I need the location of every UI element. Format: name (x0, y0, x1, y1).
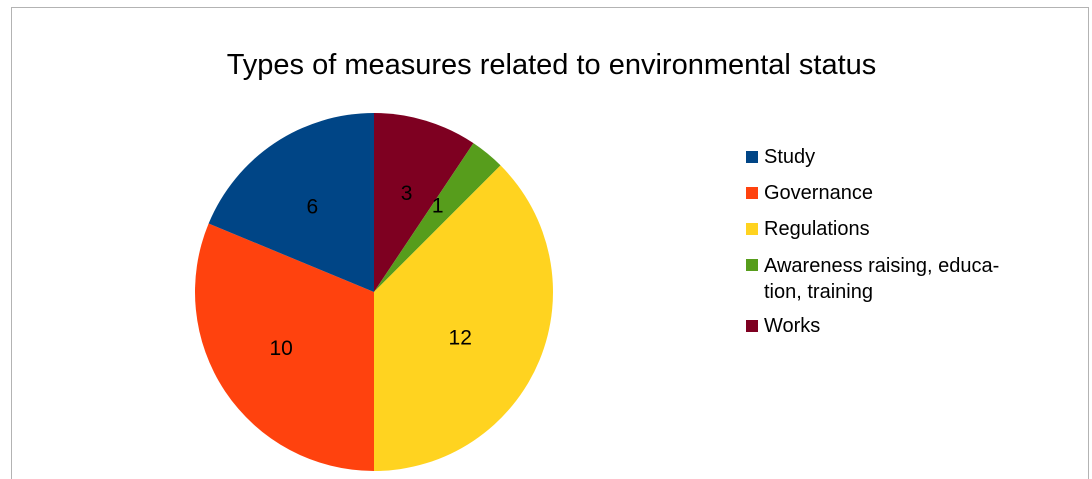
legend-label-governance: Governance (764, 182, 873, 204)
pie-slice-awareness (374, 143, 501, 292)
legend-label-works: Works (764, 315, 821, 337)
legend-swatch-regulations (746, 223, 758, 235)
legend-item-study: Study (746, 142, 1076, 172)
legend-label-awareness: Awareness raising, educa-tion, training (764, 255, 1000, 303)
legend-item-awareness: Awareness raising, educa-tion, training (746, 250, 1076, 305)
slice-value-label: 3 (401, 182, 413, 205)
pie-slice-regulations (374, 165, 553, 471)
chart-legend: Study Governance Regulations Awareness r… (746, 142, 1076, 347)
pie-slice-governance (194, 223, 374, 471)
slice-value-label: 10 (270, 337, 293, 360)
slice-value-label: 12 (449, 327, 472, 350)
legend-item-regulations: Regulations (746, 214, 1076, 244)
chart-title: Types of measures related to environment… (226, 49, 877, 81)
legend-swatch-awareness (746, 259, 758, 271)
legend-item-works: Works (746, 311, 1076, 341)
legend-swatch-study (746, 151, 758, 163)
slice-value-label: 1 (432, 195, 444, 218)
legend-swatch-works (746, 320, 758, 332)
legend-label-regulations: Regulations (764, 218, 870, 240)
legend-swatch-governance (746, 187, 758, 199)
legend-item-governance: Governance (746, 178, 1076, 208)
legend-label-study: Study (764, 146, 816, 168)
slice-value-label: 6 (306, 196, 318, 219)
pie-slice-works (374, 113, 474, 292)
pie-slice-study (208, 113, 374, 292)
chart-frame (11, 7, 1089, 479)
